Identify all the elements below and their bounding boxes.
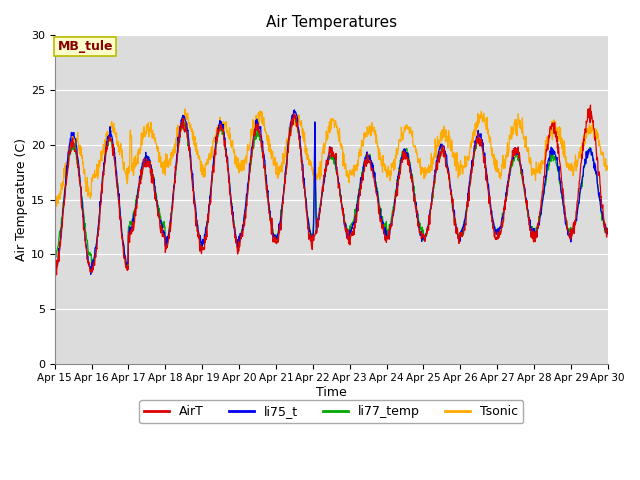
AirT: [604, 227, 612, 233]
Line: AirT: AirT: [54, 105, 608, 275]
li75_t: [52, 272, 60, 277]
li75_t: [236, 237, 244, 242]
AirT: [174, 149, 182, 155]
Tsonic: [604, 164, 612, 170]
AirT: [52, 272, 60, 278]
li75_t: [418, 239, 426, 244]
li77_temp: [161, 225, 168, 230]
X-axis label: Time: Time: [316, 386, 347, 399]
Legend: AirT, li75_t, li77_temp, Tsonic: AirT, li75_t, li77_temp, Tsonic: [139, 400, 523, 423]
Tsonic: [51, 195, 58, 201]
li75_t: [174, 134, 182, 140]
li77_temp: [174, 145, 182, 151]
AirT: [236, 242, 244, 248]
li77_temp: [490, 224, 498, 230]
li77_temp: [236, 233, 244, 239]
Tsonic: [161, 157, 168, 163]
AirT: [417, 236, 425, 241]
li75_t: [490, 222, 498, 228]
Line: li75_t: li75_t: [54, 110, 608, 275]
li77_temp: [604, 226, 612, 232]
AirT: [587, 102, 595, 108]
AirT: [539, 189, 547, 194]
Tsonic: [418, 168, 426, 174]
Tsonic: [174, 122, 182, 128]
Title: Air Temperatures: Air Temperatures: [266, 15, 397, 30]
li77_temp: [539, 196, 547, 202]
Tsonic: [539, 159, 547, 165]
li75_t: [539, 197, 547, 203]
li75_t: [51, 269, 58, 275]
li75_t: [291, 107, 298, 113]
AirT: [490, 225, 497, 230]
Tsonic: [236, 164, 244, 169]
Text: MB_tule: MB_tule: [58, 40, 113, 53]
AirT: [51, 263, 58, 268]
li75_t: [161, 229, 168, 235]
li77_temp: [124, 266, 132, 272]
li75_t: [604, 231, 612, 237]
Line: li77_temp: li77_temp: [54, 116, 608, 269]
Y-axis label: Air Temperature (C): Air Temperature (C): [15, 138, 28, 261]
AirT: [161, 235, 168, 240]
Tsonic: [490, 162, 498, 168]
li77_temp: [51, 248, 58, 253]
Tsonic: [181, 106, 189, 112]
li77_temp: [291, 113, 299, 119]
Tsonic: [52, 204, 60, 209]
li77_temp: [418, 229, 426, 235]
Line: Tsonic: Tsonic: [54, 109, 608, 206]
